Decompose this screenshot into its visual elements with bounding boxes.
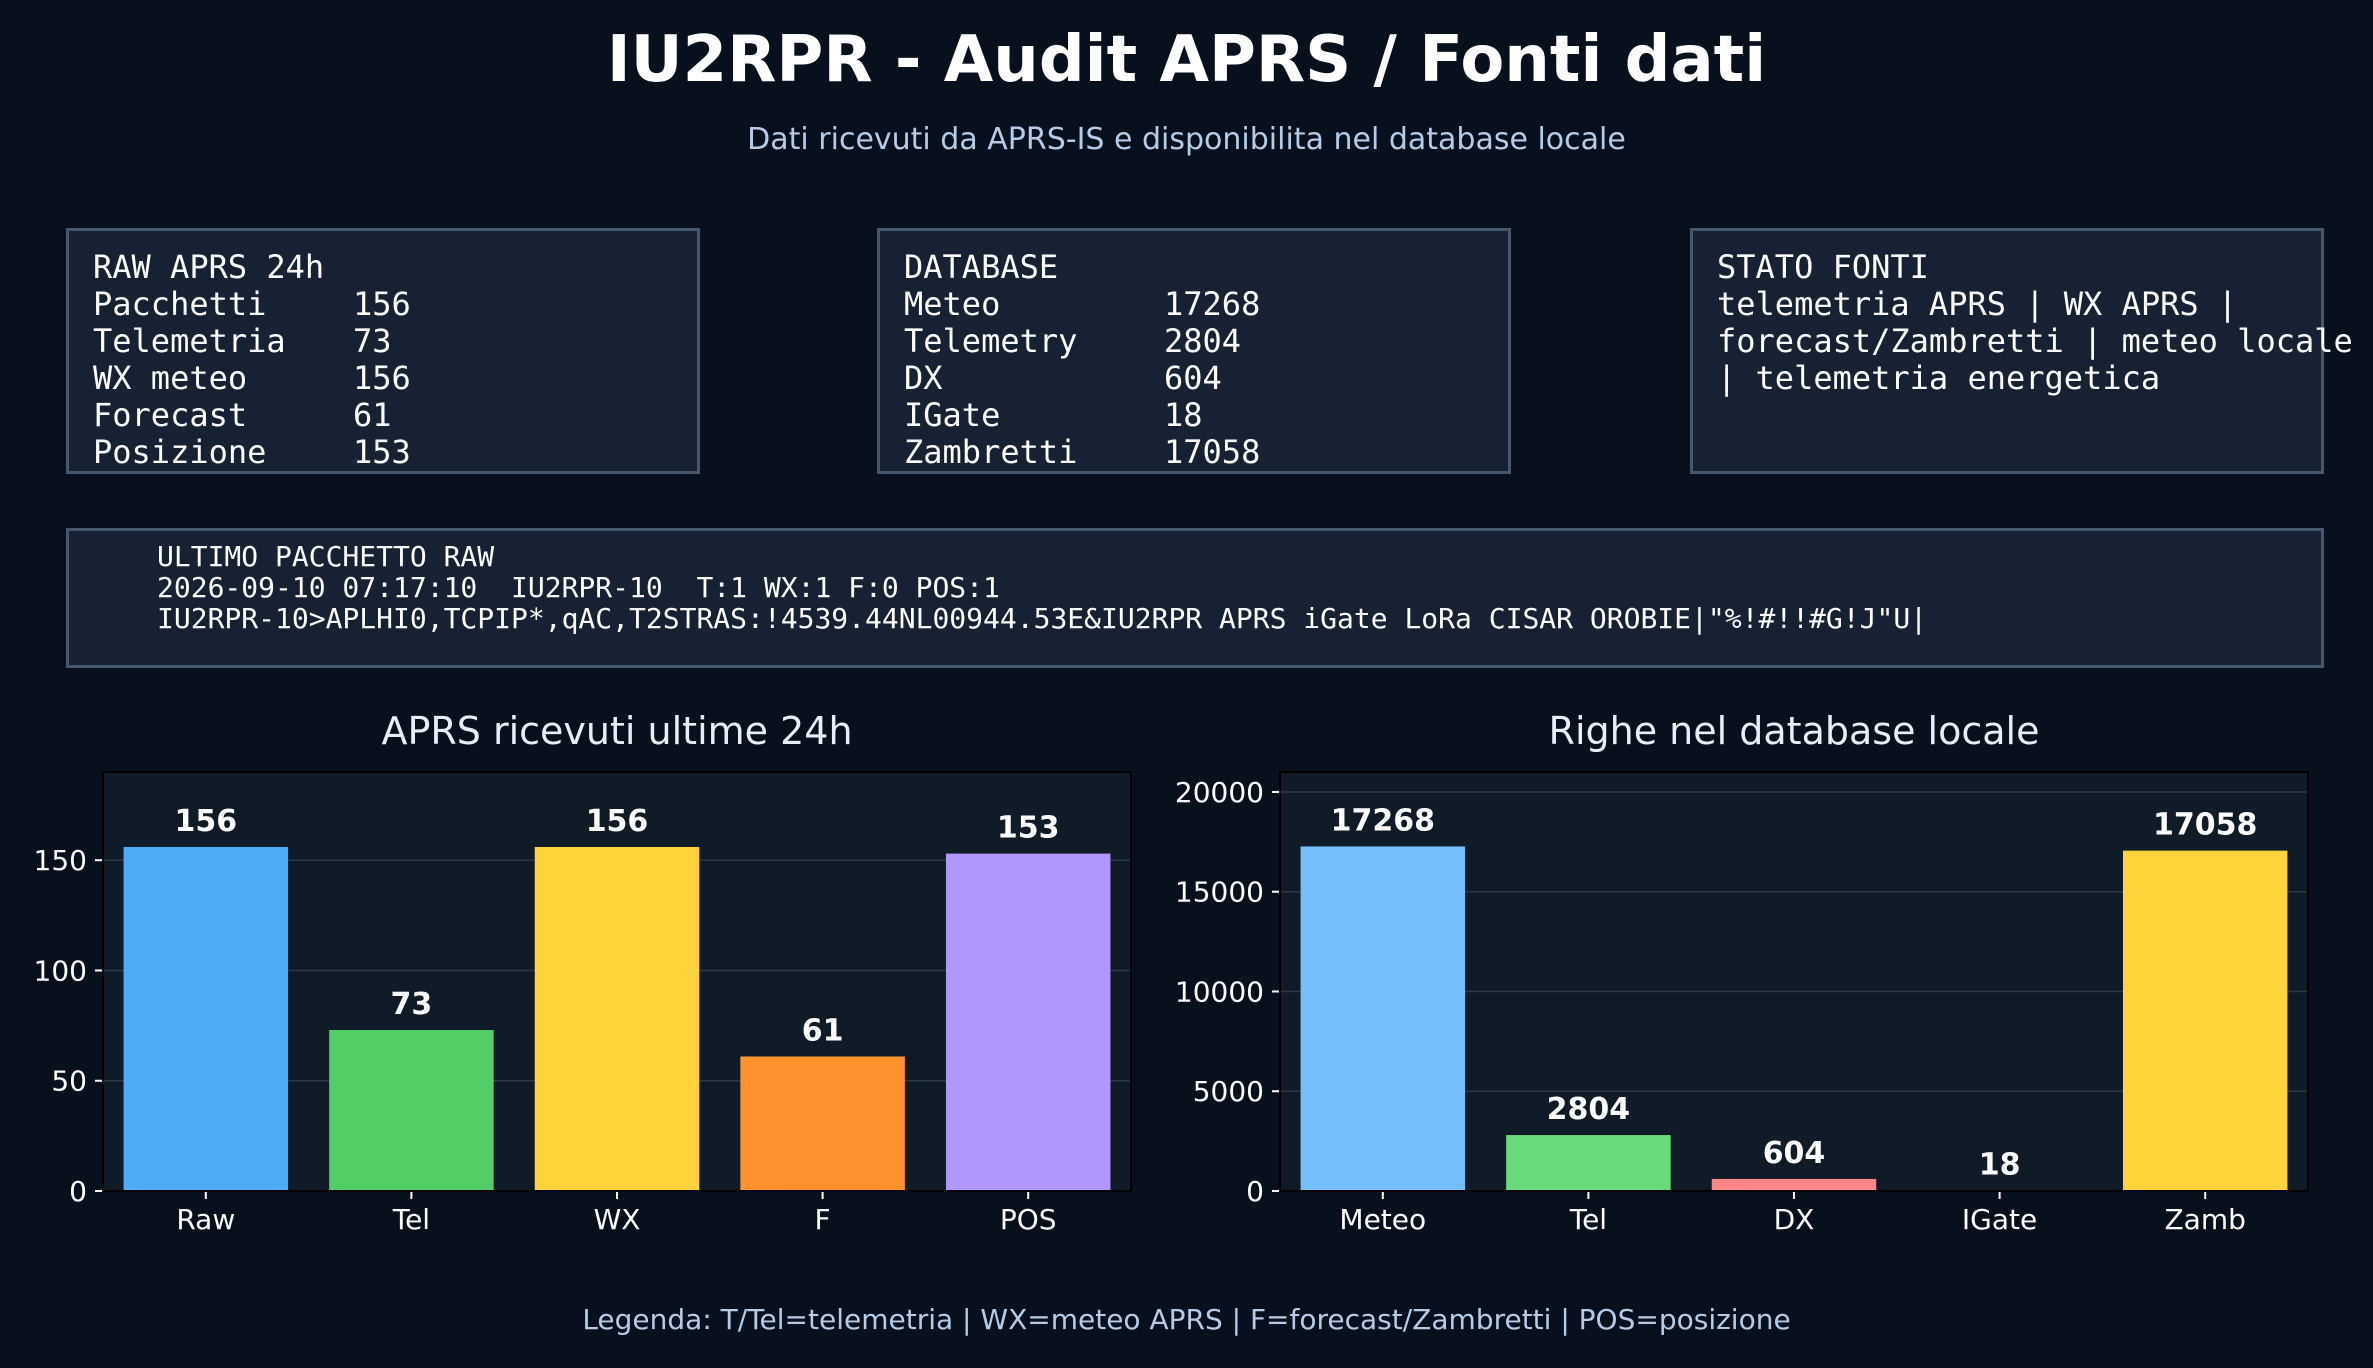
raw-row: Pacchetti 156 xyxy=(93,286,697,323)
bar-value-label: 18 xyxy=(1979,1148,2021,1183)
db-row-label: Meteo xyxy=(904,285,1001,323)
bar-value-label: 153 xyxy=(997,811,1060,846)
y-tick-label: 100 xyxy=(34,954,87,987)
raw-row-value: 153 xyxy=(353,433,411,471)
bar-value-label: 17058 xyxy=(2153,808,2257,843)
x-tick-label: DX xyxy=(1774,1203,1815,1236)
x-tick-label: Raw xyxy=(176,1203,235,1236)
db-row-value: 604 xyxy=(1164,359,1222,397)
x-tick-label: IGate xyxy=(1962,1203,2037,1236)
db-row-label: Telemetry xyxy=(904,322,1078,360)
plot-frame xyxy=(102,771,1132,1192)
db-row: IGate 18 xyxy=(904,397,1508,434)
db-row-value: 18 xyxy=(1164,396,1203,434)
raw-row: Telemetria 73 xyxy=(93,323,697,360)
page-subtitle: Dati ricevuti da APRS-IS e disponibilita… xyxy=(747,122,1626,157)
bar xyxy=(2122,850,2288,1191)
raw-row-label: Pacchetti xyxy=(93,285,267,323)
x-tick-label: POS xyxy=(1000,1203,1057,1236)
x-tick-label: Zamb xyxy=(2165,1203,2246,1236)
x-tick-label: Tel xyxy=(392,1203,430,1236)
db-row-label: DX xyxy=(904,359,943,397)
y-tick-label: 20000 xyxy=(1175,776,1264,809)
bar xyxy=(740,1056,905,1191)
bar-value-label: 156 xyxy=(586,804,649,839)
raw-row-label: Telemetria xyxy=(93,322,286,360)
raw-aprs-box: RAW APRS 24h Pacchetti 156 Telemetria 73 W… xyxy=(66,228,700,474)
chart-title: APRS ricevuti ultime 24h xyxy=(381,709,852,753)
last-packet-summary: 2026-09-10 07:17:10 IU2RPR-10 T:1 WX:1 F… xyxy=(157,571,1000,604)
y-tick-label: 0 xyxy=(69,1175,87,1208)
db-row-label: IGate xyxy=(904,396,1001,434)
db-row: Telemetry 2804 xyxy=(904,323,1508,360)
db-row: Zambretti 17058 xyxy=(904,434,1508,471)
y-tick-label: 15000 xyxy=(1175,876,1264,909)
db-row: DX 604 xyxy=(904,360,1508,397)
raw-row: Posizione 153 xyxy=(93,434,697,471)
bar xyxy=(1711,1178,1877,1191)
last-packet-heading: ULTIMO PACCHETTO RAW xyxy=(157,540,495,573)
bar xyxy=(1300,846,1466,1191)
raw-row: WX meteo 156 xyxy=(93,360,697,397)
bar-value-label: 61 xyxy=(802,1013,844,1048)
last-packet-box: ULTIMO PACCHETTO RAW 2026-09-10 07:17:10… xyxy=(66,528,2324,668)
bar-value-label: 2804 xyxy=(1547,1092,1631,1127)
db-row-label: Zambretti xyxy=(904,433,1078,471)
y-tick-label: 150 xyxy=(34,844,87,877)
stato-fonti-line: | telemetria energetica xyxy=(1717,359,2161,397)
bar-value-label: 156 xyxy=(174,804,237,839)
db-row-value: 17268 xyxy=(1164,285,1261,323)
chart-title: Righe nel database locale xyxy=(1549,709,2040,753)
raw-row-value: 156 xyxy=(353,285,411,323)
bar xyxy=(329,1030,494,1191)
raw-row-label: Forecast xyxy=(93,396,248,434)
aprs-received-chart: APRS ricevuti ultime 24h 0 50 100 150 156 Raw 7… xyxy=(34,709,1132,1236)
db-row-value: 2804 xyxy=(1164,322,1242,360)
database-rows-chart: Righe nel database locale 0 5000 10000 15000… xyxy=(1175,709,2309,1236)
y-tick-label: 10000 xyxy=(1175,975,1264,1008)
plot-frame xyxy=(1279,771,2309,1192)
x-tick-label: F xyxy=(815,1203,831,1236)
y-tick-label: 0 xyxy=(1246,1175,1264,1208)
x-tick-label: WX xyxy=(594,1203,641,1236)
raw-row-value: 73 xyxy=(353,322,392,360)
bar xyxy=(534,846,700,1191)
bar xyxy=(1506,1135,1671,1191)
bar-value-label: 17268 xyxy=(1331,803,1435,838)
bar-value-label: 604 xyxy=(1763,1136,1826,1171)
stato-fonti-box: STATO FONTI telemetria APRS | WX APRS | … xyxy=(1690,228,2353,474)
bar-value-label: 73 xyxy=(391,987,433,1022)
stato-fonti-heading: STATO FONTI xyxy=(1717,248,1929,286)
x-tick-label: Meteo xyxy=(1339,1203,1426,1236)
db-row-value: 17058 xyxy=(1164,433,1261,471)
raw-row-value: 156 xyxy=(353,359,411,397)
raw-row-label: WX meteo xyxy=(93,359,248,397)
database-heading: DATABASE xyxy=(904,248,1059,286)
db-row: Meteo 17268 xyxy=(904,286,1508,323)
legend-text: Legenda: T/Tel=telemetria | WX=meteo APR… xyxy=(582,1303,1791,1336)
stato-fonti-line: forecast/Zambretti | meteo locale xyxy=(1717,322,2353,360)
raw-aprs-heading: RAW APRS 24h xyxy=(93,248,325,286)
page-title: IU2RPR - Audit APRS / Fonti dati xyxy=(606,23,1767,97)
y-tick-label: 5000 xyxy=(1193,1075,1264,1108)
y-tick-label: 50 xyxy=(51,1065,87,1098)
bar xyxy=(123,846,289,1191)
x-tick-label: Tel xyxy=(1569,1203,1607,1236)
last-packet-raw: IU2RPR-10>APLHI0,TCPIP*,qAC,T2STRAS:!453… xyxy=(157,602,1928,635)
raw-row-label: Posizione xyxy=(93,433,267,471)
bar xyxy=(945,853,1111,1191)
database-box: DATABASE Meteo 17268 Telemetry 2804 DX 604 … xyxy=(877,228,1511,474)
raw-row: Forecast 61 xyxy=(93,397,697,434)
stato-fonti-line: telemetria APRS | WX APRS | xyxy=(1717,285,2238,323)
raw-row-value: 61 xyxy=(353,396,392,434)
